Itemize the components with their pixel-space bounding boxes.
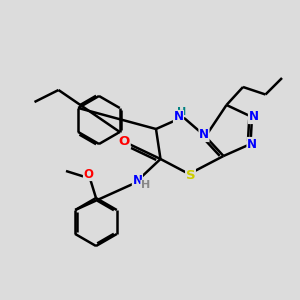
Text: O: O: [119, 135, 130, 148]
Text: N: N: [199, 128, 209, 142]
Text: N: N: [248, 110, 259, 124]
Text: S: S: [186, 169, 195, 182]
Text: O: O: [83, 167, 94, 181]
Text: N: N: [173, 110, 184, 124]
Text: H: H: [141, 180, 150, 190]
Text: N: N: [132, 174, 142, 187]
Text: H: H: [177, 106, 186, 117]
Text: N: N: [247, 137, 257, 151]
